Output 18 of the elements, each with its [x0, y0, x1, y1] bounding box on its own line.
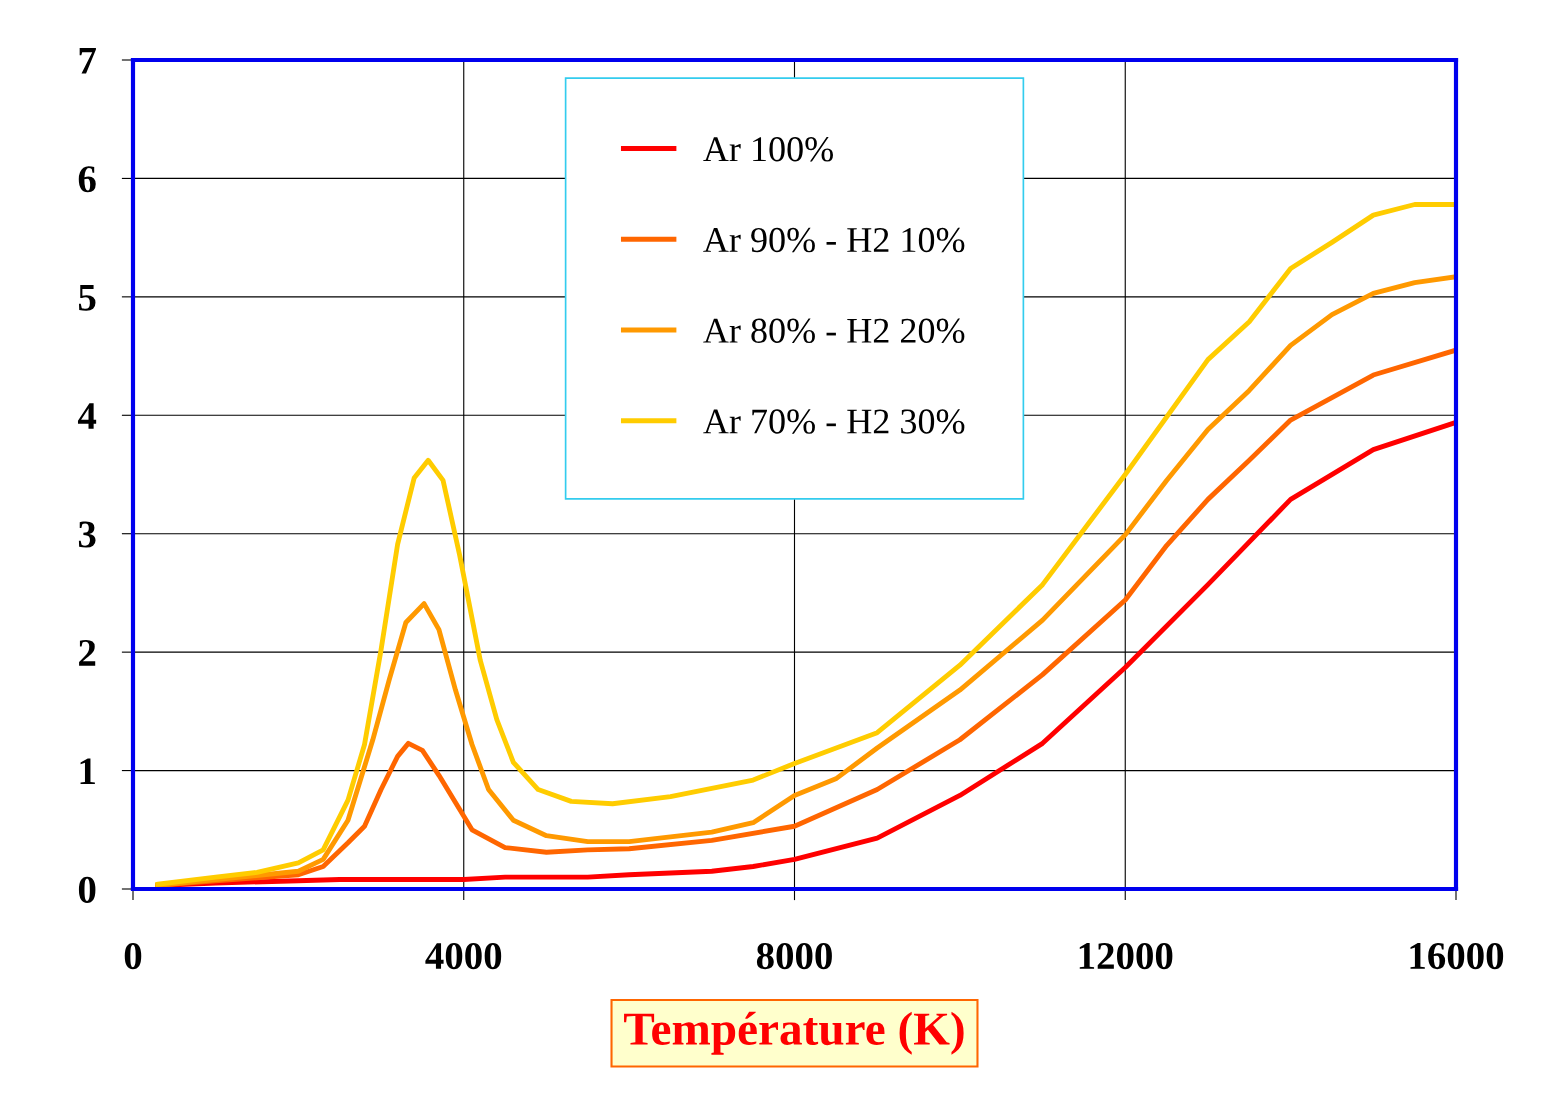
x-axis-title: Température (K) — [624, 1011, 964, 1055]
legend-label: Ar 80% - H2 20% — [703, 318, 965, 344]
y-tick-label: 2 — [79, 639, 96, 666]
legend-label: Ar 90% - H2 10% — [703, 227, 965, 253]
y-tick-label: 0 — [78, 876, 96, 903]
y-tick-label: 7 — [79, 48, 96, 74]
y-tick-label: 3 — [78, 521, 96, 548]
y-tick-label: 5 — [79, 284, 96, 311]
legend-label: Ar 100% — [703, 137, 833, 162]
legend-label: Ar 70% - H2 30% — [703, 409, 965, 434]
y-tick-label: 6 — [78, 166, 96, 193]
x-tick-label: 12000 — [1079, 942, 1173, 970]
y-tick-label: 4 — [77, 403, 97, 429]
x-tick-label: 4000 — [425, 942, 502, 970]
x-tick-label: 16000 — [1410, 942, 1504, 970]
y-tick-label: 1 — [80, 758, 95, 785]
x-tick-label: 0 — [124, 942, 142, 970]
x-tick-label: 8000 — [756, 942, 832, 970]
